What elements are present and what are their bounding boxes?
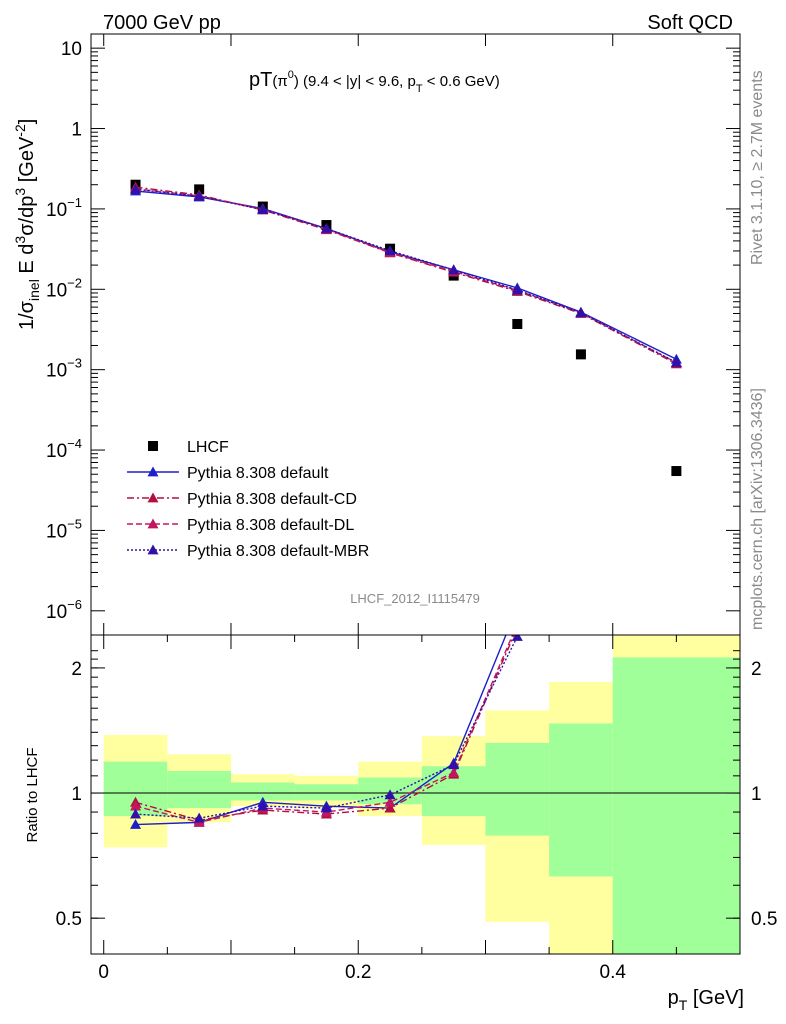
ratio-point-default_dl [448,767,460,777]
analysis-id: LHCF_2012_I1115479 [350,591,480,606]
main-y-tick-label: 1 [71,120,82,141]
series-point-default_mbr [320,223,332,233]
ratio-y-tick-label: 2 [71,659,82,680]
data-point-lhcf [671,466,682,477]
ratio-band-inner [294,784,359,801]
x-tick-label: 0.2 [345,962,371,983]
ratio-y-tick-label-right: 2 [751,659,762,680]
legend-marker-default [147,466,159,477]
main-panel: 10−6 10−5 10−4 10−3 10−2 10−1 1 10 pT(π0) (9.4 … [12,33,741,636]
main-y-tick-label: 10−6 [46,597,82,623]
series-point-default_mbr [511,284,523,295]
ratio-plot-frame [90,634,741,955]
ratio-panel: 0.5 0.5 1 1 2 2 0 0.2 0.4 Ratio to LHCF pT [GeV] [24,634,777,1013]
ratio-band-inner [230,782,295,801]
ratio-point-default_dl [130,800,142,811]
series-line-default_dl [135,188,677,364]
legend-marker-default_cd [147,492,159,503]
series-point-default_mbr [384,245,396,256]
ratio-point-default_mbr [320,802,332,813]
ratio-point-default_mbr [130,808,142,819]
plot-title: pT(π0) (9.4 < |y| < 9.6, pT < 0.6 GeV) [249,69,500,95]
series-line-default_mbr [135,188,677,364]
x-axis-label: pT [GeV] [668,987,744,1013]
ratio-y-tick-label: 1 [71,784,82,805]
data-point-lhcf [194,184,205,195]
series-point-default_mbr [575,307,587,318]
main-y-tick-label: 10 [61,39,82,60]
ratio-point-default_dl [384,796,396,807]
ratio-y-tick-label-right: 1 [751,784,762,805]
main-y-tick-label: 10−3 [46,356,82,382]
x-tick-label: 0 [98,962,109,983]
data-point-lhcf [512,318,523,329]
main-plot-marks [130,179,682,477]
ratio-band-inner [612,657,740,954]
main-y-axis-label: 1/σinel E d3σ/dp3 [GeV-2] [12,119,42,330]
ratio-point-default_mbr [384,789,396,800]
legend-marker-default_dl [147,518,159,529]
main-y-tick-label: 10−2 [46,275,82,301]
legend: LHCF Pythia 8.308 default Pythia 8.308 def… [127,439,369,560]
data-point-lhcf [575,349,586,360]
header-right: Soft QCD [647,12,733,34]
ratio-y-tick-label: 0.5 [56,909,82,930]
series-point-default_mbr [193,190,205,201]
side-label-mcplots: mcplots.cern.ch [arXiv:1306.3436] [749,388,766,630]
main-y-axis: 10−6 10−5 10−4 10−3 10−2 10−1 1 10 [46,34,740,635]
legend-label-default: Pythia 8.308 default [187,465,329,482]
legend-label-data: LHCF [187,439,229,456]
main-y-tick-label: 10−4 [46,436,82,462]
ratio-y-axis-label: Ratio to LHCF [24,747,41,842]
ratio-point-default_mbr [511,635,523,641]
ratio-band-inner [485,742,550,836]
series-line-default [135,190,677,360]
main-y-tick-label: 10−5 [46,516,82,542]
x-tick-label: 0.4 [600,962,627,983]
legend-marker-data [148,441,158,451]
ratio-point-default_mbr [448,759,460,770]
series-point-default_mbr [257,204,269,215]
series-point-default_mbr [448,264,460,275]
series-point-default_mbr [670,356,682,367]
ratio-plot-marks [130,635,523,829]
ratio-axes: 0.5 0.5 1 1 2 2 0 0.2 0.4 [56,635,777,983]
side-label-rivet: Rivet 3.1.10, ≥ 2.7M events [749,70,766,265]
ratio-point-default [130,819,142,829]
legend-label-default_cd: Pythia 8.308 default-CD [187,491,357,508]
series-line-default_cd [135,186,677,365]
legend-label-default_mbr: Pythia 8.308 default-MBR [187,543,369,560]
main-y-tick-label: 10−1 [46,195,82,221]
legend-marker-default_mbr [147,544,159,555]
ratio-uncertainty-bands [91,635,740,954]
ratio-point-default_mbr [257,800,269,811]
ratio-point-default_cd [384,802,396,813]
legend-label-default_dl: Pythia 8.308 default-DL [187,517,354,534]
ratio-band-inner [167,770,231,809]
series-point-default_mbr [130,183,142,194]
header-left: 7000 GeV pp [103,12,221,34]
ratio-point-default_mbr [193,812,205,823]
ratio-band-inner [549,723,613,877]
ratio-y-tick-label-right: 0.5 [751,909,777,930]
